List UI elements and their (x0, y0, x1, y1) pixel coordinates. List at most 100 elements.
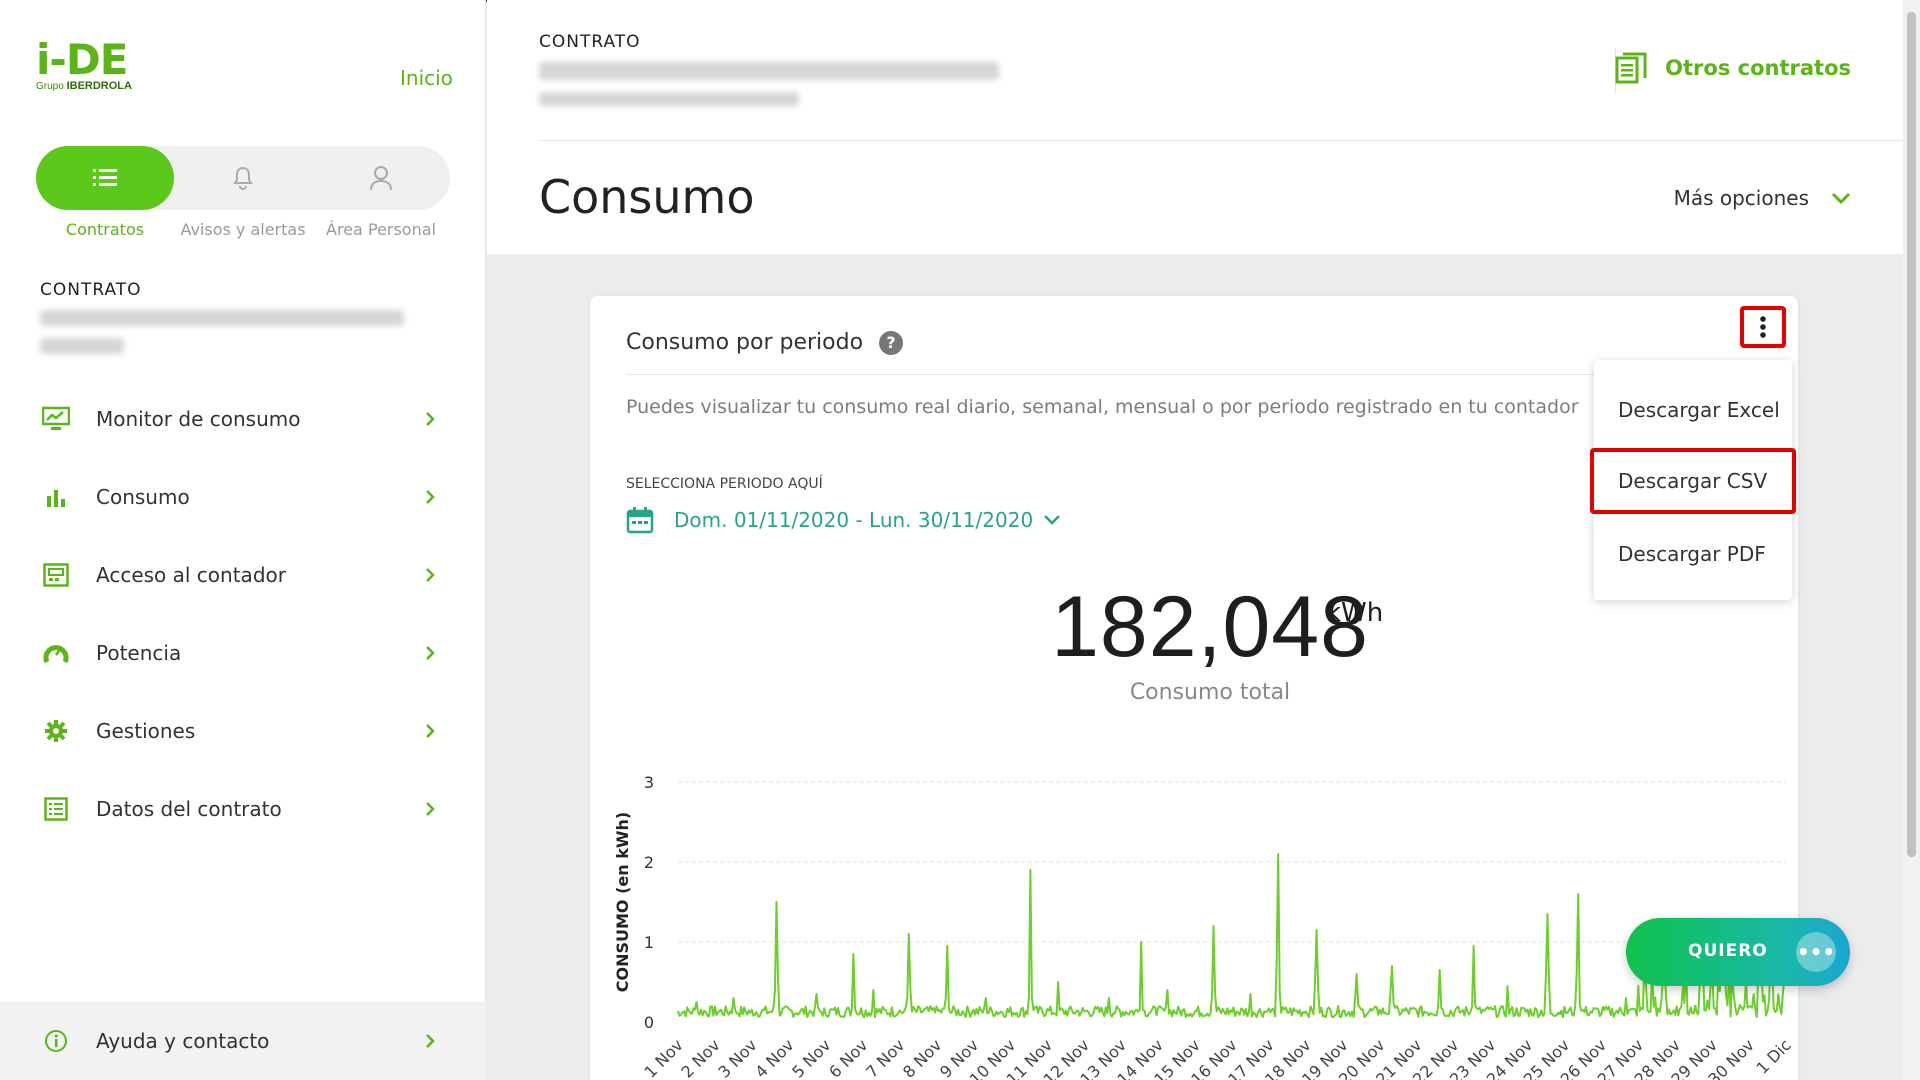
x-tick-label: 6 Nov (825, 1035, 871, 1080)
tab-area-personal-label[interactable]: Área Personal (326, 220, 436, 239)
list-icon (93, 169, 117, 186)
x-tick-label: 1 Nov (641, 1035, 687, 1080)
ide-logo[interactable]: i-DE Grupo IBERDROLA (36, 38, 136, 94)
chevron-right-icon (426, 724, 435, 738)
logo-mark: i-DE (36, 35, 128, 84)
calendar-icon (626, 507, 654, 534)
quiero-label: QUIERO (1688, 941, 1768, 961)
y-tick-label: 2 (644, 853, 654, 872)
total-consumption-unit: kWh (1326, 598, 1384, 628)
other-contracts-button[interactable]: Otros contratos (1615, 52, 1851, 84)
consumption-series-line (677, 853, 1786, 1019)
chevron-right-icon (426, 568, 435, 582)
period-label: SELECCIONA PERIODO AQUÍ (626, 476, 823, 492)
download-csv-option[interactable]: Descargar CSV (1590, 448, 1796, 514)
tab-contratos-label[interactable]: Contratos (65, 220, 145, 239)
sidebar-item-label: Monitor de consumo (96, 407, 301, 431)
card-divider (626, 374, 1766, 375)
sidebar-item-label: Datos del contrato (96, 797, 282, 821)
sidebar-contract-heading: CONTRATO (40, 280, 142, 300)
sidebar-item-consumo[interactable]: Consumo (0, 458, 486, 536)
card-options-button[interactable] (1740, 306, 1786, 348)
sidebar-item-acceso-contador[interactable]: Acceso al contador (0, 536, 486, 614)
chevron-right-icon (426, 1034, 435, 1048)
bar-chart-icon (42, 483, 70, 511)
page-scrollbar[interactable] (1903, 0, 1920, 1080)
y-tick-label: 0 (644, 1013, 654, 1032)
meter-icon (42, 561, 70, 589)
card-title: Consumo por periodo ? (626, 330, 904, 355)
sidebar-item-monitor[interactable]: Monitor de consumo (0, 380, 486, 458)
sidebar-item-label: Gestiones (96, 719, 196, 743)
logo-subtitle: Grupo IBERDROLA (36, 80, 136, 92)
quiero-chat-button[interactable]: QUIERO ••• (1626, 918, 1850, 986)
chevron-right-icon (426, 802, 435, 816)
more-options-label: Más opciones (1673, 186, 1809, 210)
redacted-header-address (539, 62, 999, 80)
page-header: CONTRATO Otros contratos Consumo Más opc… (487, 0, 1903, 254)
bell-icon (233, 166, 253, 190)
x-tick-label: 8 Nov (899, 1035, 945, 1080)
chevron-right-icon (426, 412, 435, 426)
x-tick-label: 7 Nov (862, 1035, 908, 1080)
header-contract-heading: CONTRATO (539, 32, 641, 52)
logo-sub-brand: IBERDROLA (66, 80, 132, 92)
tab-contratos[interactable] (36, 146, 174, 210)
download-pdf-option[interactable]: Descargar PDF (1618, 542, 1766, 566)
redacted-contract-address (40, 310, 404, 326)
x-tick-label: 5 Nov (788, 1035, 834, 1080)
tab-avisos[interactable] (174, 146, 312, 210)
section-switcher (36, 146, 450, 210)
chevron-right-icon (426, 490, 435, 504)
card-title-text: Consumo por periodo (626, 330, 864, 355)
gear-icon (42, 717, 70, 745)
help-contact-item[interactable]: Ayuda y contacto (0, 1002, 486, 1080)
chat-dots-icon: ••• (1796, 932, 1836, 972)
sidebar-item-datos-contrato[interactable]: Datos del contrato (0, 770, 486, 848)
download-excel-option[interactable]: Descargar Excel (1618, 398, 1780, 422)
tab-avisos-label[interactable]: Avisos y alertas (180, 220, 306, 239)
sidebar-menu: Monitor de consumo Consumo Acceso al con… (0, 380, 486, 848)
tab-area-personal[interactable] (312, 146, 450, 210)
total-consumption-label: Consumo total (1129, 680, 1291, 705)
card-description: Puedes visualizar tu consumo real diario… (626, 396, 1579, 418)
info-icon (42, 1027, 70, 1055)
monitor-icon (42, 405, 70, 433)
x-tick-label: 3 Nov (714, 1035, 760, 1080)
kebab-menu-icon (1760, 316, 1766, 338)
period-selector[interactable]: Dom. 01/11/2020 - Lun. 30/11/2020 (626, 506, 1061, 534)
inicio-link[interactable]: Inicio (400, 66, 453, 90)
total-consumption-value: 182,048 (1051, 579, 1369, 675)
x-tick-label: 1 Dic (1753, 1035, 1795, 1077)
page-title: Consumo (539, 170, 755, 224)
other-contracts-label: Otros contratos (1665, 56, 1851, 80)
header-divider (1615, 48, 1616, 94)
sidebar-item-gestiones[interactable]: Gestiones (0, 692, 486, 770)
gauge-icon (42, 639, 70, 667)
redacted-header-details (539, 92, 799, 106)
period-value: Dom. 01/11/2020 - Lun. 30/11/2020 (674, 508, 1034, 532)
header-divider-line (539, 140, 1903, 141)
more-options-dropdown[interactable]: Más opciones (1674, 186, 1851, 210)
y-axis-label: CONSUMO (en kWh) (613, 812, 632, 992)
sidebar-item-potencia[interactable]: Potencia (0, 614, 486, 692)
sidebar-item-label: Acceso al contador (96, 563, 286, 587)
sidebar: i-DE Grupo IBERDROLA Inicio Contratos Av… (0, 0, 486, 1080)
sidebar-item-label: Potencia (96, 641, 182, 665)
documents-icon (1615, 52, 1647, 84)
y-tick-label: 1 (644, 933, 654, 952)
y-tick-label: 3 (644, 773, 654, 792)
redacted-contract-code (40, 338, 124, 354)
logo-sub-prefix: Grupo (36, 81, 64, 92)
chevron-down-icon (1831, 192, 1851, 205)
x-tick-label: 2 Nov (677, 1035, 723, 1080)
total-consumption: 182,048 kWh Consumo total (1010, 578, 1410, 705)
help-question-icon[interactable]: ? (879, 330, 904, 355)
chevron-right-icon (426, 646, 435, 660)
download-menu: Descargar Excel Descargar CSV Descargar … (1590, 360, 1796, 600)
scrollbar-thumb[interactable] (1907, 12, 1916, 857)
user-icon (370, 166, 392, 191)
sidebar-item-label: Consumo (96, 485, 190, 509)
chevron-down-icon (1044, 515, 1061, 525)
